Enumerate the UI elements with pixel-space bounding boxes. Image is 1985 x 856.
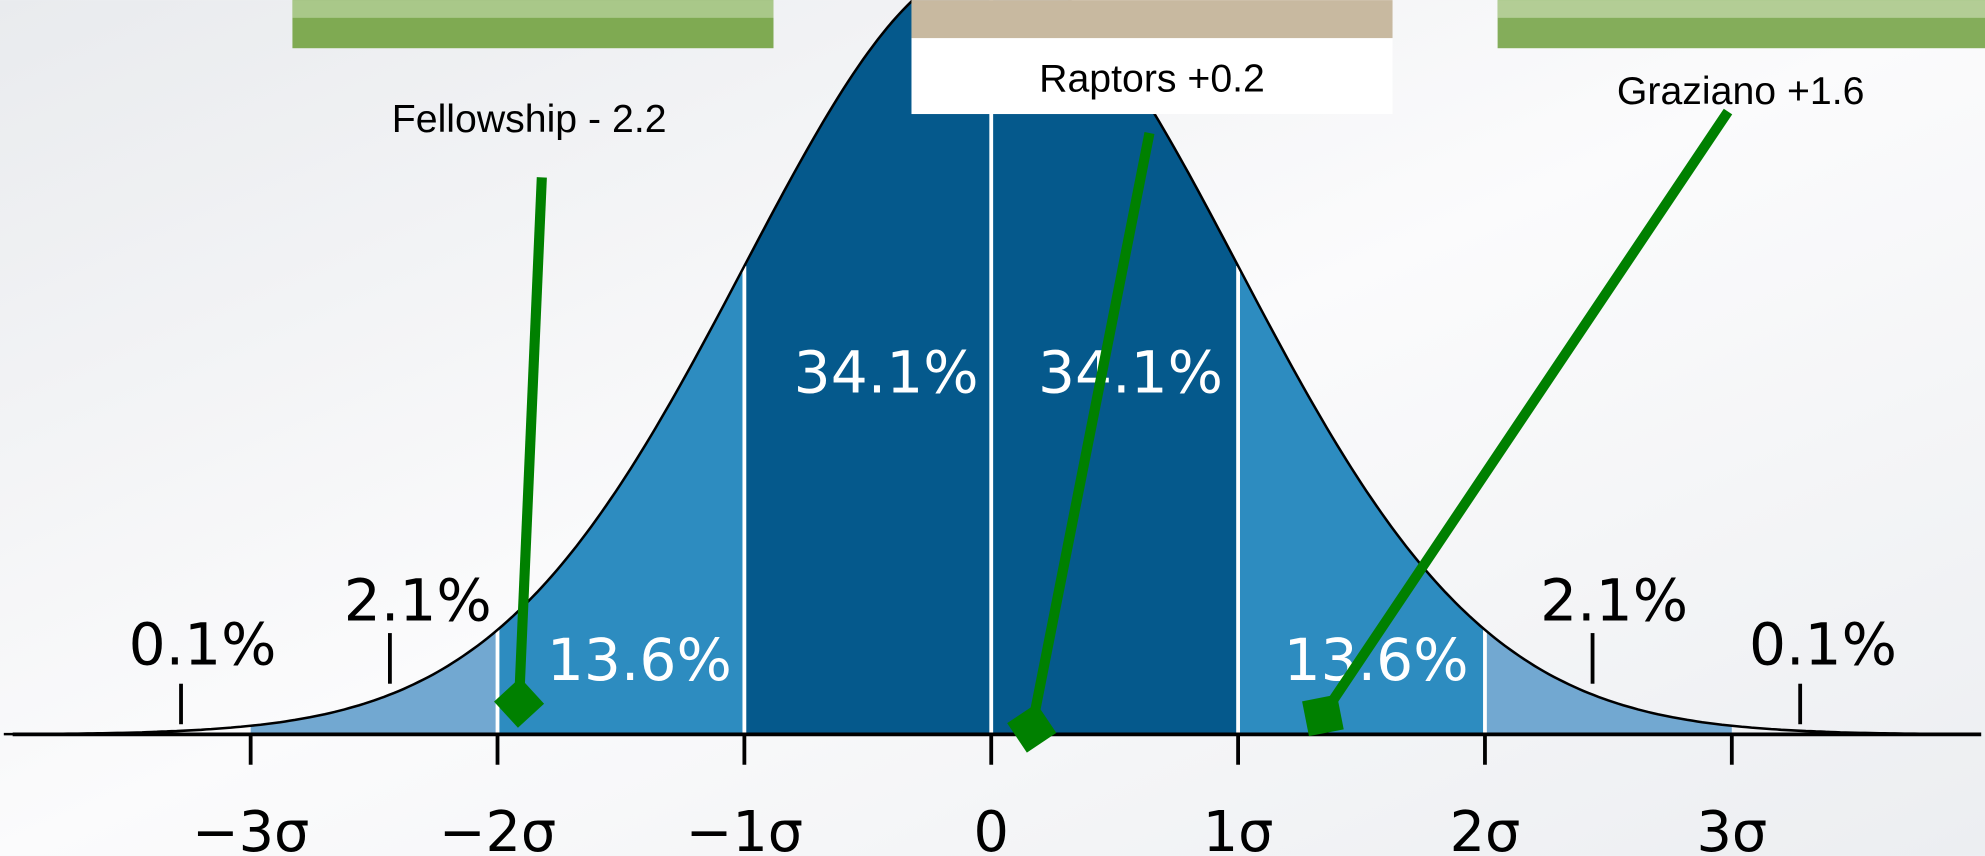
annotation-head [493, 677, 545, 728]
axis-label: −1σ [686, 800, 803, 856]
percent-label: 2.1% [344, 566, 492, 634]
percent-label: 13.6% [547, 626, 732, 694]
photo [911, 0, 1393, 39]
band [1484, 629, 1732, 735]
annotation-label: Graziano +1.6 [1617, 69, 1865, 113]
annotation-arrow [1026, 132, 1155, 730]
percent-label: 34.1% [794, 339, 979, 407]
axis-label: 2σ [1450, 800, 1521, 856]
axis-label: −2σ [439, 800, 556, 856]
percent-label: 0.1% [129, 611, 277, 679]
annotation-arrow [513, 177, 547, 703]
annotation-arrow [1318, 108, 1733, 719]
photos [292, 0, 1985, 49]
band [250, 629, 498, 735]
photo-top [292, 0, 774, 18]
photo-top [1497, 0, 1985, 18]
annotation-head [1007, 703, 1057, 753]
band [744, 0, 992, 735]
percent-label: 34.1% [1038, 339, 1223, 407]
annotations: Fellowship - 2.2 Raptors +0.2 Graziano +1.… [392, 56, 1865, 753]
axis-label: 3σ [1696, 800, 1767, 856]
axis-label: 1σ [1203, 800, 1274, 856]
axis-label: 0 [974, 800, 1009, 856]
annotation-label: Fellowship - 2.2 [392, 97, 667, 141]
curve [3, 0, 1982, 765]
band [991, 0, 1239, 735]
percent-label: 0.1% [1749, 611, 1897, 679]
annotation-label: Raptors +0.2 [1039, 56, 1265, 100]
annotation-head [1302, 694, 1344, 737]
percent-label: 2.1% [1540, 566, 1688, 634]
labels: −3σ −2σ −1σ 0 1σ 2σ 3σ0.1%2.1%13.6%34.1% 34.1%1… [129, 339, 1897, 856]
axis-label: −3σ [192, 800, 309, 856]
curve-outline [3, 0, 1979, 736]
